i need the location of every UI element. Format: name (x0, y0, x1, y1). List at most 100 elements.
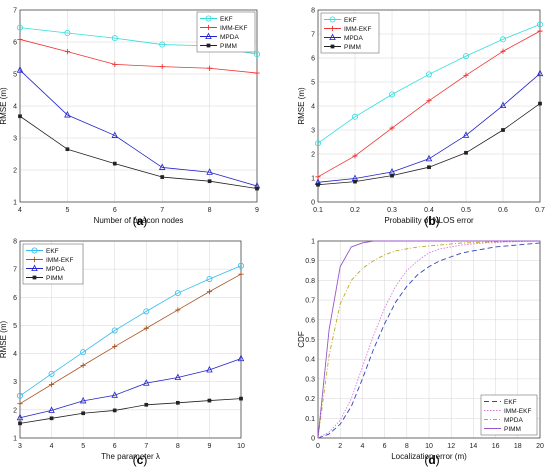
x-tick-label: 8 (176, 443, 180, 450)
x-axis-label: Probability of NLOS error (384, 216, 474, 225)
panel-caption: (c) (133, 453, 148, 467)
data-point-mpda (158, 163, 166, 170)
data-point-ekf (159, 41, 166, 48)
series-line-imm-ekf (19, 39, 258, 74)
data-point-mpda (536, 69, 544, 77)
y-tick-label: 5 (311, 80, 315, 87)
y-tick-label: 2 (311, 152, 315, 159)
data-point-mpda (237, 354, 245, 362)
y-tick-label: 6 (13, 295, 17, 302)
legend-label-pimm: PIMM (504, 426, 521, 433)
legend-marker-pimm (330, 44, 335, 49)
x-tick-label: 6 (113, 207, 117, 214)
data-point-imm-ekf (80, 362, 86, 368)
x-tick-label: 0.3 (387, 207, 397, 214)
x-tick-label: 0.6 (498, 207, 508, 214)
y-tick-label: 0.4 (305, 357, 315, 364)
data-point-imm-ekf (389, 125, 395, 131)
y-tick-label: 2 (13, 168, 17, 175)
y-tick-label: 0 (311, 436, 315, 443)
series-line-mpda (317, 73, 541, 183)
data-point-ekf (237, 262, 244, 269)
series-line-imm-ekf (317, 240, 541, 439)
data-point-pimm (49, 416, 54, 421)
x-axis-label: Number of beacon nodes (94, 216, 184, 225)
legend-marker-imm-ekf (31, 256, 38, 263)
y-tick-label: 4 (311, 104, 315, 111)
y-tick-label: 0.8 (305, 278, 315, 285)
x-tick-label: 9 (255, 207, 259, 214)
legend-label-pimm: PIMM (46, 275, 63, 282)
x-tick-label: 6 (113, 443, 117, 450)
legend-marker-ekf (31, 247, 38, 254)
data-point-pimm (464, 150, 468, 155)
data-point-pimm (427, 165, 431, 170)
series-line-pimm (19, 398, 242, 424)
data-point-ekf (16, 392, 23, 399)
data-point-pimm (538, 101, 542, 106)
x-tick-label: 7 (144, 443, 148, 450)
legend-label-mpda: MPDA (504, 417, 523, 424)
y-axis-label: RMSE (m) (297, 87, 306, 125)
data-point-imm-ekf (537, 28, 543, 34)
legend-label-imm-ekf: IMM-EKF (46, 257, 73, 264)
series-line-ekf (317, 242, 541, 439)
data-point-pimm (112, 161, 117, 166)
y-tick-label: 1 (13, 200, 17, 207)
x-tick-label: 4 (50, 443, 54, 450)
legend-label-mpda: MPDA (344, 35, 363, 42)
y-tick-label: 5 (13, 323, 17, 330)
chart-3: 3 4 5 6 7 8 9 10 1 2 3 4 5 6 7 8 The parameter λ RMSE (m)… (0, 239, 245, 468)
x-tick-label: 14 (470, 443, 478, 450)
data-point-ekf (388, 91, 395, 98)
y-tick-label: 3 (13, 136, 17, 143)
data-point-imm-ekf (500, 48, 506, 54)
legend-label-ekf: EKF (46, 248, 59, 255)
y-tick-label: 0.9 (305, 258, 315, 265)
data-point-imm-ekf (159, 64, 165, 70)
y-tick-label: 0.1 (305, 416, 315, 423)
data-point-pimm (501, 128, 505, 132)
data-point-pimm (239, 396, 243, 401)
data-point-mpda (425, 154, 433, 162)
x-tick-label: 10 (237, 443, 245, 450)
legend-label-imm-ekf: IMM-EKF (344, 26, 371, 33)
data-point-pimm (18, 421, 22, 426)
legend-marker-mpda (31, 264, 38, 272)
y-tick-label: 0.2 (305, 396, 315, 403)
x-tick-label: 0.1 (313, 207, 323, 214)
y-tick-label: 0.7 (305, 298, 315, 305)
legend-label-pimm: PIMM (220, 43, 237, 50)
data-point-pimm (176, 400, 180, 405)
data-point-pimm (316, 182, 320, 187)
legend: EKF IMM-EKF MPDA PIMM (196, 11, 256, 53)
legend-marker-imm-ekf (329, 25, 336, 32)
data-point-imm-ekf (64, 49, 70, 55)
y-tick-label: 8 (13, 239, 17, 246)
data-point-ekf (253, 51, 260, 58)
x-tick-label: 8 (405, 443, 409, 450)
y-tick-label: 2 (13, 407, 17, 414)
data-point-imm-ekf (463, 72, 469, 78)
data-point-mpda (174, 373, 182, 380)
x-tick-label: 2 (338, 443, 342, 450)
chart-2: 0.1 0.2 0.3 0.4 0.5 0.6 0.7 0 1 2 3 4 5 6 7 8 Probabilit… (297, 8, 545, 229)
panel-caption: (a) (133, 214, 148, 228)
data-point-imm-ekf (112, 343, 118, 350)
y-tick-label: 0.3 (305, 376, 315, 383)
x-tick-label: 9 (207, 443, 211, 450)
data-point-imm-ekf (48, 381, 55, 388)
x-tick-label: 16 (492, 443, 500, 450)
legend-marker-ekf (329, 16, 336, 23)
data-point-imm-ekf (206, 289, 213, 295)
data-point-imm-ekf (207, 65, 213, 71)
data-point-pimm (81, 411, 85, 416)
axes-frame (317, 9, 541, 203)
data-point-pimm (18, 114, 22, 119)
data-point-mpda (16, 413, 24, 421)
legend-marker-imm-ekf (205, 24, 212, 31)
data-point-mpda (206, 168, 213, 175)
legend-marker-pimm (32, 275, 37, 280)
data-point-mpda (48, 406, 55, 413)
